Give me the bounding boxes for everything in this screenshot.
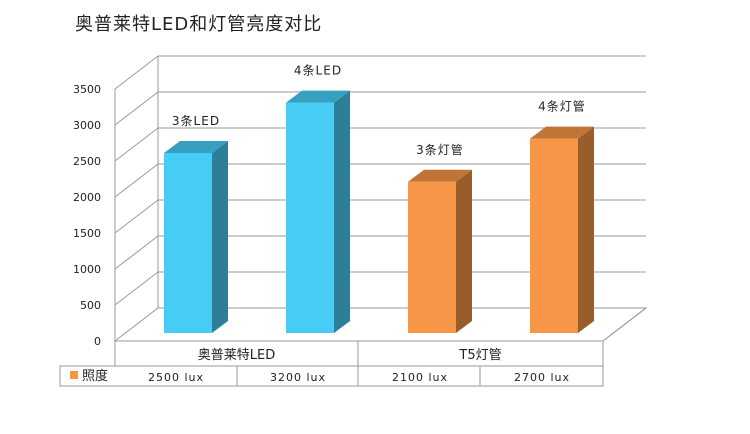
gridline-side: [114, 127, 159, 162]
bar-top: [408, 169, 472, 182]
gridline-side: [114, 271, 159, 306]
legend-label: 照度: [82, 368, 108, 384]
data-label: 3条LED: [172, 114, 220, 128]
data-label: 3条灯管: [416, 142, 464, 157]
table-group-row: [114, 340, 604, 367]
table-value-row: [59, 365, 604, 387]
data-label: 4条灯管: [538, 99, 586, 114]
bar: [530, 138, 578, 333]
y-tick-label: 500: [80, 299, 101, 312]
gridline-side: [114, 199, 159, 234]
chart-title: 奥普莱特LED和灯管亮度对比: [75, 14, 323, 35]
gridline-side: [114, 91, 159, 126]
bar-side: [334, 90, 350, 333]
table-cell: 2500 lux: [148, 371, 204, 384]
y-tick-label: 3500: [73, 83, 101, 96]
bar-top: [286, 90, 350, 103]
gridline-side: [114, 55, 159, 90]
y-tick-label: 1500: [73, 227, 101, 240]
bar: [164, 153, 212, 333]
legend-swatch: [70, 371, 78, 379]
bar-side: [456, 169, 472, 333]
y-tick-label: 1000: [73, 263, 101, 276]
y-tick-label: 0: [94, 335, 101, 348]
gridline-side: [114, 235, 159, 270]
bar-side: [578, 126, 594, 333]
group-label: 奥普莱特LED: [198, 348, 275, 363]
bar: [286, 102, 334, 333]
table-cell: 2700 lux: [514, 371, 570, 384]
bar-top: [164, 141, 228, 153]
y-tick-label: 3000: [73, 119, 101, 132]
floor-edge: [602, 307, 647, 342]
gridline-side: [114, 163, 159, 198]
y-tick-label: 2000: [73, 191, 101, 204]
table-cell: 3200 lux: [270, 371, 326, 384]
data-label: 4条LED: [294, 64, 342, 78]
y-tick-label: 2500: [73, 155, 101, 168]
group-label: T5灯管: [458, 348, 501, 363]
bar: [408, 181, 456, 333]
bar-top: [530, 126, 594, 139]
table-cell: 2100 lux: [392, 371, 448, 384]
bar-side: [212, 141, 228, 333]
